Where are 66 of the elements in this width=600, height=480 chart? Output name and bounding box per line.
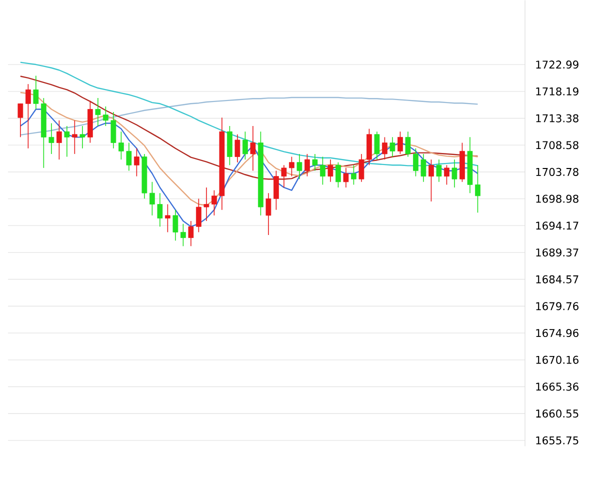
candlestick xyxy=(72,120,78,154)
candlestick xyxy=(374,131,380,160)
candlestick xyxy=(95,98,101,126)
candlestick xyxy=(18,103,24,138)
candlestick xyxy=(250,125,256,171)
candlestick xyxy=(25,84,31,149)
candlestick xyxy=(274,170,279,210)
candlestick xyxy=(358,153,364,182)
candlestick xyxy=(398,131,403,154)
y-tick-label: 1689.37 xyxy=(536,248,578,256)
candlestick xyxy=(475,164,480,213)
candlestick xyxy=(281,164,287,188)
candlestick xyxy=(204,186,210,222)
candlestick xyxy=(172,209,178,241)
y-tick-label: 1708.58 xyxy=(536,140,578,150)
candlestick xyxy=(304,153,310,177)
candlestick xyxy=(405,131,411,158)
y-tick-label: 1703.78 xyxy=(536,168,578,176)
y-tick-label: 1694.17 xyxy=(536,221,578,230)
candlestick xyxy=(56,120,62,160)
candlestick xyxy=(336,162,341,188)
candlestick xyxy=(126,142,132,171)
candlestick xyxy=(157,192,163,227)
y-tick-label: 1670.16 xyxy=(536,356,578,364)
candlestick xyxy=(33,75,39,110)
candlestick xyxy=(48,122,54,154)
candlestick xyxy=(390,136,396,158)
candlestick xyxy=(80,125,86,149)
candlestick xyxy=(102,106,108,126)
candlestick xyxy=(165,204,170,232)
y-tick-label: 1660.55 xyxy=(536,409,578,418)
candlestick xyxy=(444,164,450,185)
candlestick xyxy=(64,125,70,158)
y-tick-label: 1698.98 xyxy=(536,194,578,203)
y-tick-label: 1655.75 xyxy=(536,436,578,444)
candlestick xyxy=(188,220,194,246)
y-tick-label: 1718.19 xyxy=(536,87,578,96)
candlestick xyxy=(212,190,217,216)
y-tick-label: 1722.99 xyxy=(536,60,578,68)
candlestick xyxy=(149,181,155,216)
candlestick xyxy=(452,159,458,188)
candlestick xyxy=(343,167,349,188)
candlestick xyxy=(266,192,272,236)
candlestick xyxy=(420,153,426,182)
candlestick xyxy=(242,131,248,160)
candlestick xyxy=(110,112,116,149)
candlestick xyxy=(328,159,334,182)
candlestick xyxy=(312,153,318,171)
candlestick xyxy=(351,164,356,185)
candlestick xyxy=(234,134,240,163)
y-tick-label: 1679.76 xyxy=(536,302,578,310)
candlestick xyxy=(289,156,294,177)
candlestick xyxy=(134,148,140,177)
y-tick-label: 1674.96 xyxy=(536,328,578,337)
candlestick xyxy=(413,148,418,177)
candlestick xyxy=(180,223,186,246)
candlestick xyxy=(436,159,442,182)
candlestick xyxy=(296,153,302,180)
candlestick xyxy=(118,131,124,160)
candlestick xyxy=(320,156,326,185)
candlestick xyxy=(196,198,202,232)
y-tick-label: 1665.36 xyxy=(536,382,578,391)
y-tick-label: 1684.57 xyxy=(536,275,578,284)
y-tick-label: 1713.38 xyxy=(536,114,578,122)
candlestick xyxy=(428,159,434,202)
candlestick xyxy=(382,136,388,160)
